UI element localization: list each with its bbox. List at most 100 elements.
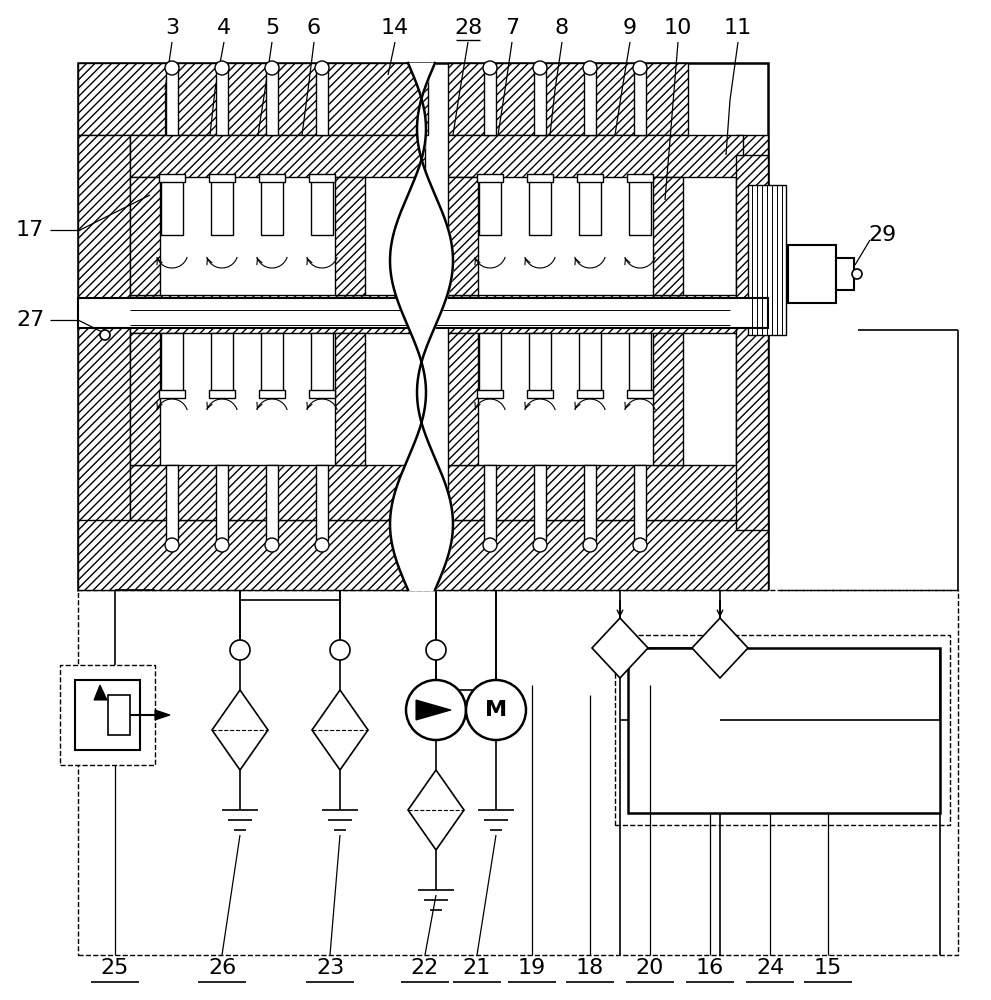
Text: 3: 3 — [165, 18, 179, 38]
Polygon shape — [94, 685, 107, 700]
Bar — [479, 333, 501, 393]
Bar — [108, 695, 130, 735]
Bar — [78, 590, 958, 955]
Polygon shape — [212, 690, 268, 770]
Bar — [216, 63, 228, 135]
Bar — [629, 333, 651, 393]
Bar — [309, 390, 335, 398]
Bar — [159, 390, 185, 398]
Text: 15: 15 — [814, 958, 842, 978]
Bar — [266, 465, 278, 540]
Text: 20: 20 — [636, 958, 664, 978]
Circle shape — [215, 538, 229, 552]
Bar — [130, 177, 160, 295]
Bar — [209, 390, 235, 398]
Bar — [634, 63, 646, 135]
Text: 16: 16 — [696, 958, 724, 978]
Bar — [579, 177, 601, 235]
Bar — [161, 333, 183, 393]
Text: 27: 27 — [16, 310, 45, 330]
Bar — [836, 258, 854, 290]
Text: 28: 28 — [454, 18, 483, 38]
Bar — [261, 333, 283, 393]
Circle shape — [466, 680, 526, 740]
Bar — [261, 177, 283, 235]
Polygon shape — [312, 690, 368, 770]
Bar — [309, 174, 335, 182]
Bar — [584, 465, 596, 540]
Polygon shape — [408, 770, 464, 850]
Bar — [60, 665, 155, 765]
Bar — [130, 295, 425, 333]
Bar — [130, 333, 160, 465]
Bar — [484, 465, 496, 540]
Bar — [78, 63, 428, 135]
Bar — [527, 174, 553, 182]
Bar — [448, 177, 478, 295]
Text: 24: 24 — [756, 958, 784, 978]
Circle shape — [633, 61, 647, 75]
Bar — [75, 680, 140, 750]
Bar — [209, 174, 235, 182]
Bar — [78, 298, 768, 328]
Bar — [577, 174, 603, 182]
Text: 6: 6 — [307, 18, 321, 38]
Bar — [577, 390, 603, 398]
Circle shape — [265, 538, 279, 552]
Circle shape — [583, 61, 597, 75]
Circle shape — [426, 640, 446, 660]
Circle shape — [533, 538, 547, 552]
Polygon shape — [155, 710, 170, 720]
Circle shape — [165, 538, 179, 552]
Bar — [266, 63, 278, 135]
Bar — [78, 63, 768, 590]
Bar — [166, 465, 178, 540]
Circle shape — [265, 61, 279, 75]
Bar — [130, 465, 425, 520]
Bar — [529, 333, 551, 393]
Bar — [130, 135, 425, 177]
Circle shape — [533, 61, 547, 75]
Bar — [653, 177, 683, 295]
Circle shape — [165, 61, 179, 75]
Bar — [78, 135, 130, 555]
Text: 8: 8 — [555, 18, 569, 38]
Text: 25: 25 — [101, 958, 129, 978]
Circle shape — [100, 330, 110, 340]
Circle shape — [406, 680, 466, 740]
Bar — [615, 635, 950, 825]
Text: M: M — [485, 700, 507, 720]
Bar — [736, 155, 768, 530]
Bar — [534, 465, 546, 540]
Bar — [311, 177, 333, 235]
Text: 22: 22 — [411, 958, 439, 978]
Bar — [216, 465, 228, 540]
Text: 9: 9 — [623, 18, 637, 38]
Bar — [259, 174, 285, 182]
Bar — [579, 333, 601, 393]
Bar — [448, 63, 688, 135]
Text: 7: 7 — [505, 18, 519, 38]
Bar — [479, 177, 501, 235]
Bar — [159, 174, 185, 182]
Bar — [448, 333, 478, 465]
Text: 19: 19 — [518, 958, 546, 978]
Bar — [477, 174, 503, 182]
Circle shape — [633, 538, 647, 552]
Text: 18: 18 — [576, 958, 605, 978]
Text: 26: 26 — [208, 958, 236, 978]
Circle shape — [852, 269, 862, 279]
Text: 11: 11 — [723, 18, 752, 38]
Bar — [335, 177, 365, 295]
Bar — [627, 174, 653, 182]
Bar — [477, 390, 503, 398]
Text: 4: 4 — [217, 18, 231, 38]
Polygon shape — [692, 618, 748, 678]
Circle shape — [215, 61, 229, 75]
Bar — [584, 63, 596, 135]
Circle shape — [315, 61, 329, 75]
Bar — [748, 185, 786, 335]
Bar — [484, 63, 496, 135]
Bar — [316, 63, 328, 135]
Bar — [311, 333, 333, 393]
